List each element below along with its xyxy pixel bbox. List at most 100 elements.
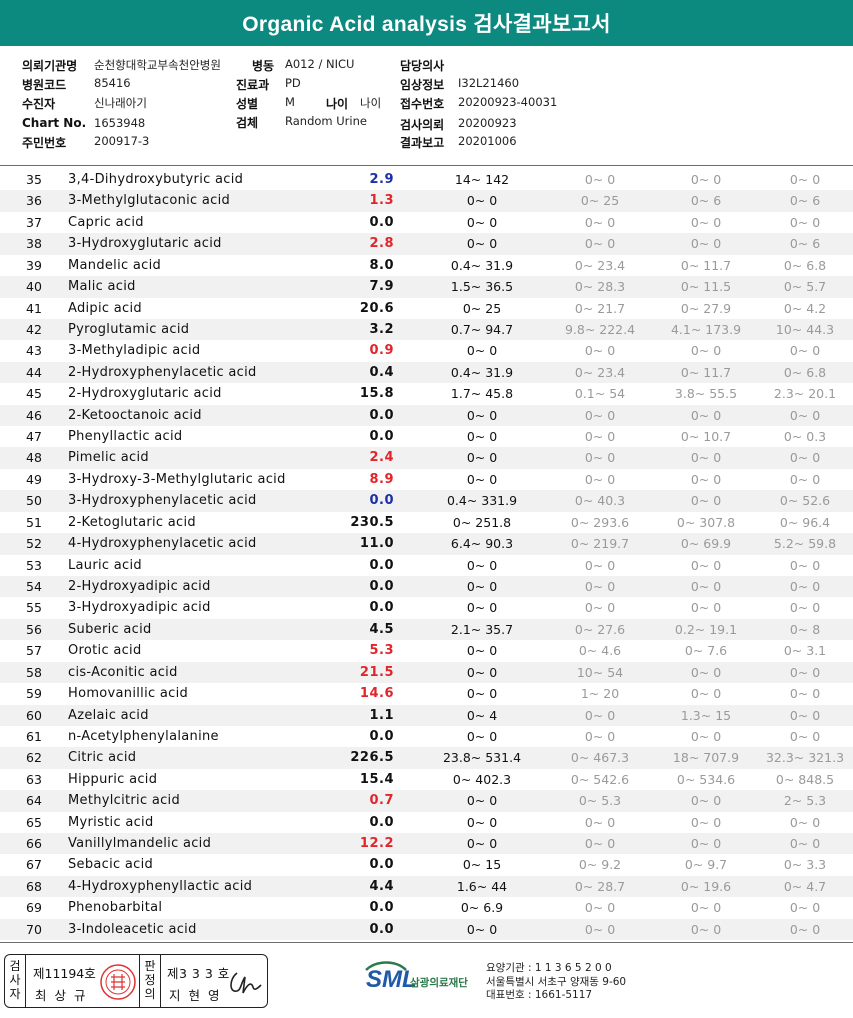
range-3: 32.3~ 321.3 <box>765 750 845 766</box>
range-3: 0~ 0 <box>789 664 821 680</box>
range-1: 0~ 0 <box>584 429 616 445</box>
reference-range: 0~ 0 <box>466 471 498 487</box>
analyte-name: Suberic acid <box>68 621 152 637</box>
range-1: 0~ 0 <box>584 557 616 573</box>
range-2: 0~ 534.6 <box>676 771 736 787</box>
range-3: 0~ 3.1 <box>783 643 827 659</box>
row-number: 49 <box>26 471 42 487</box>
table-row: 46 2-Ketooctanoic acid 0.0 0~ 0 0~ 0 0~ 0 0~ 0 <box>0 404 853 427</box>
table-row: 37 Capric acid 0.0 0~ 0 0~ 0 0~ 0 0~ 0 <box>0 212 853 233</box>
result-value: 5.3 <box>369 643 394 659</box>
reference-range: 1.6~ 44 <box>456 878 508 894</box>
range-2: 0~ 0 <box>690 900 722 916</box>
range-3: 0~ 0 <box>789 343 821 359</box>
table-row: 59 Homovanillic acid 14.6 0~ 0 1~ 20 0~ 0 0~ 0 <box>0 683 853 704</box>
row-number: 52 <box>26 536 42 552</box>
range-2: 0~ 69.9 <box>680 536 732 552</box>
analyte-name: 3-Hydroxyadipic acid <box>68 600 211 616</box>
row-number: 68 <box>26 878 42 894</box>
range-2: 0~ 11.7 <box>680 364 732 380</box>
reference-range: 0.4~ 31.9 <box>450 364 514 380</box>
reference-range: 0~ 25 <box>462 300 502 316</box>
result-value: 7.9 <box>369 279 394 295</box>
range-2: 0.2~ 19.1 <box>674 621 738 637</box>
table-row: 48 Pimelic acid 2.4 0~ 0 0~ 0 0~ 0 0~ 0 <box>0 447 853 469</box>
range-2: 0~ 0 <box>690 557 722 573</box>
dept-label: 진료과 <box>236 78 270 92</box>
row-number: 42 <box>26 321 42 337</box>
result-value: 0.0 <box>369 214 394 230</box>
patient-info: 의뢰기관명 순천향대학교부속천안병원 병동 A012 / NICU 담당의사 병… <box>0 55 853 165</box>
analyte-name: Phenobarbital <box>68 900 163 916</box>
reference-range: 0~ 0 <box>466 814 498 830</box>
range-1: 0~ 25 <box>580 193 620 209</box>
analyte-name: 3-Methylglutaconic acid <box>68 193 231 209</box>
result-value: 1.3 <box>369 193 394 209</box>
doctor-label: 담당의사 <box>400 59 445 73</box>
contact-info: 요양기관 : 1 1 3 6 5 2 0 0 서울특별시 서초구 양재동 9-6… <box>486 962 626 1003</box>
reference-range: 0~ 0 <box>466 578 498 594</box>
range-1: 0~ 0 <box>584 471 616 487</box>
table-row: 69 Phenobarbital 0.0 0~ 6.9 0~ 0 0~ 0 0~ 0 <box>0 897 853 918</box>
range-1: 1~ 20 <box>580 686 620 702</box>
result-value: 2.9 <box>369 172 394 187</box>
receipt-value: 20200923-40031 <box>458 95 558 109</box>
report-date-value: 20201006 <box>458 134 517 148</box>
reference-range: 2.1~ 35.7 <box>450 621 514 637</box>
range-3: 0~ 4.7 <box>783 878 827 894</box>
range-2: 0~ 0 <box>690 343 722 359</box>
row-number: 61 <box>26 728 42 744</box>
range-3: 0~ 0 <box>789 450 821 466</box>
reference-range: 0~ 0 <box>466 429 498 445</box>
chart-label: Chart No. <box>22 116 87 130</box>
range-3: 0~ 0 <box>789 471 821 487</box>
range-3: 0~ 0 <box>789 578 821 594</box>
range-1: 0~ 0 <box>584 707 616 723</box>
result-value: 4.4 <box>369 878 394 894</box>
reference-range: 0~ 0 <box>466 450 498 466</box>
reference-range: 0~ 0 <box>466 193 498 209</box>
result-value: 15.4 <box>359 771 394 787</box>
reference-range: 0~ 0 <box>466 686 498 702</box>
row-number: 57 <box>26 643 42 659</box>
result-value: 0.0 <box>369 407 394 423</box>
result-value: 1.1 <box>369 707 394 723</box>
table-row: 54 2-Hydroxyadipic acid 0.0 0~ 0 0~ 0 0~ 0 0~ … <box>0 575 853 598</box>
chart-value: 1653948 <box>94 116 146 130</box>
row-number: 64 <box>26 793 42 809</box>
reference-range: 0~ 0 <box>466 921 498 937</box>
table-row: 53 Lauric acid 0.0 0~ 0 0~ 0 0~ 0 0~ 0 <box>0 555 853 576</box>
range-3: 0~ 0 <box>789 407 821 423</box>
reference-range: 0~ 0 <box>466 236 498 252</box>
row-number: 38 <box>26 236 42 252</box>
range-2: 0~ 0 <box>690 600 722 616</box>
result-value: 15.8 <box>359 386 394 402</box>
reference-range: 0~ 0 <box>466 600 498 616</box>
result-value: 0.0 <box>369 493 394 509</box>
row-number: 51 <box>26 514 42 530</box>
table-row: 44 2-Hydroxyphenylacetic acid 0.4 0.4~ 31.9… <box>0 361 853 384</box>
range-2: 0~ 0 <box>690 793 722 809</box>
age-value: 나이 <box>360 96 382 110</box>
row-number: 41 <box>26 300 42 316</box>
table-row: 51 2-Ketoglutaric acid 230.5 0~ 251.8 0~ 293… <box>0 512 853 533</box>
range-2: 4.1~ 173.9 <box>670 321 742 337</box>
range-2: 0~ 11.7 <box>680 257 732 273</box>
row-number: 55 <box>26 600 42 616</box>
analyte-name: Hippuric acid <box>68 771 158 787</box>
result-value: 12.2 <box>359 836 394 852</box>
clinical-value: I32L21460 <box>458 76 520 90</box>
table-row: 36 3-Methylglutaconic acid 1.3 0~ 0 0~ 25 0~ … <box>0 190 853 212</box>
table-row: 63 Hippuric acid 15.4 0~ 402.3 0~ 542.6 0~ 53… <box>0 769 853 790</box>
range-3: 0~ 8 <box>789 621 821 637</box>
specimen-value: Random Urine <box>285 114 367 128</box>
table-row: 65 Myristic acid 0.0 0~ 0 0~ 0 0~ 0 0~ 0 <box>0 812 853 833</box>
row-number: 36 <box>26 193 42 209</box>
row-number: 66 <box>26 836 42 852</box>
divider-top <box>0 165 853 166</box>
reference-range: 0~ 6.9 <box>460 900 504 916</box>
range-1: 0~ 0 <box>584 836 616 852</box>
result-value: 14.6 <box>359 686 394 702</box>
hospital-code-label: 병원코드 <box>22 78 67 92</box>
reference-range: 0~ 0 <box>466 214 498 230</box>
